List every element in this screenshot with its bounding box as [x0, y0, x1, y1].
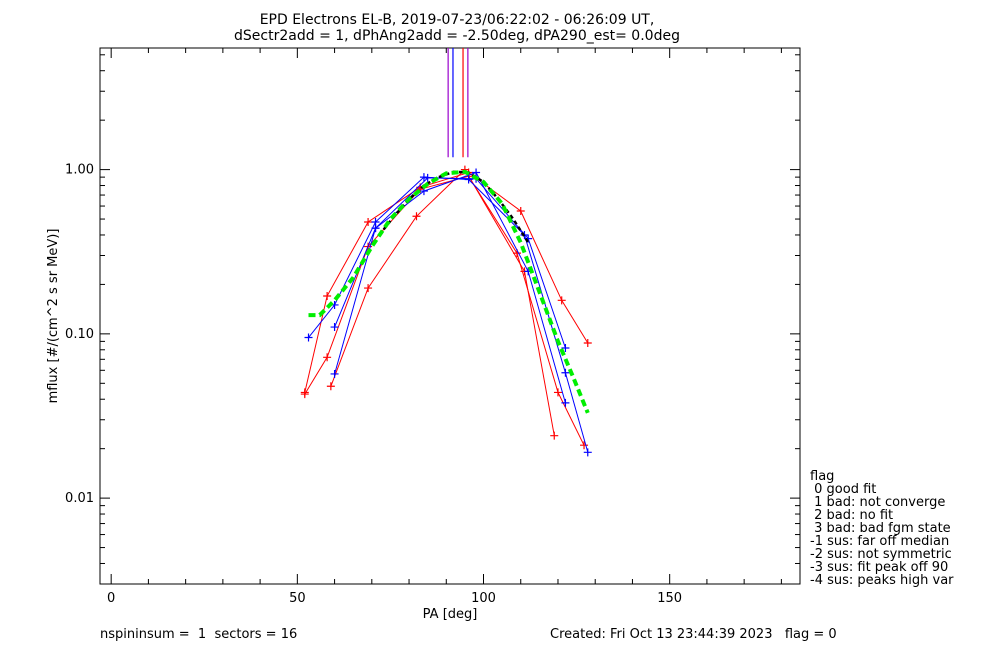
data-point-marker: [423, 173, 432, 182]
flag-legend: flag 0 good fit 1 bad: not converge 2 ba…: [810, 469, 954, 588]
legend-entry-3: 3 bad: bad fgm state: [810, 521, 951, 536]
x-axis-label: PA [deg]: [423, 607, 478, 622]
y-tick-label: 0.10: [65, 327, 94, 342]
data-point-marker: [516, 206, 525, 215]
data-point-marker: [326, 382, 335, 391]
legend-entry-5: -2 sus: not symmetric: [810, 547, 952, 562]
legend-entry-1: 1 bad: not converge: [810, 495, 945, 510]
x-tick-label: 100: [471, 591, 496, 606]
data-point-marker: [323, 292, 332, 301]
x-tick-label: 50: [289, 591, 306, 606]
axes: 0 50 100 150 0.01 0.10 1.00: [65, 48, 800, 606]
data-point-marker: [419, 173, 428, 182]
data-point-marker: [330, 323, 339, 332]
data-point-marker: [561, 368, 570, 377]
data-series: [300, 165, 592, 457]
footer-created: Created: Fri Oct 13 23:44:39 2023 flag =…: [550, 627, 837, 642]
y-axis-label: mflux [#/(cm^2 s sr MeV)]: [46, 229, 61, 404]
data-point-marker: [464, 175, 473, 184]
legend-entry-0: 0 good fit: [810, 482, 876, 497]
green-fit-curve: [308, 169, 590, 414]
data-point-marker: [364, 217, 373, 226]
footer-spin-info: nspininsum = 1 sectors = 16: [100, 627, 298, 642]
chart-title-line2: dSectr2add = 1, dPhAng2add = -2.50deg, d…: [234, 28, 680, 44]
x-tick-label: 0: [107, 591, 115, 606]
vertical-markers: [447, 48, 469, 158]
data-point-marker: [580, 441, 589, 450]
data-point-marker: [553, 388, 562, 397]
data-point-marker: [583, 338, 592, 347]
data-point-marker: [364, 284, 373, 293]
data-point-marker: [323, 353, 332, 362]
data-point-marker: [371, 224, 380, 233]
data-point-marker: [561, 344, 570, 353]
y-tick-label: 0.01: [65, 491, 94, 506]
data-point-marker: [583, 448, 592, 457]
data-point-marker: [550, 431, 559, 440]
series-line: [330, 168, 555, 436]
fit-curves: [308, 169, 590, 414]
series-line: [334, 177, 566, 349]
legend-entry-6: -3 sus: fit peak off 90: [810, 560, 948, 575]
series-line: [304, 175, 585, 446]
y-tick-label: 1.00: [65, 163, 94, 178]
x-tick-label: 150: [657, 591, 682, 606]
data-point-marker: [561, 398, 570, 407]
data-point-marker: [412, 212, 421, 221]
legend-entry-4: -1 sus: far off median: [810, 534, 949, 549]
data-point-marker: [304, 333, 313, 342]
data-point-marker: [330, 369, 339, 378]
data-point-marker: [300, 390, 309, 399]
legend-entry-2: 2 bad: no fit: [810, 508, 893, 523]
legend-title: flag: [810, 469, 834, 484]
legend-entry-7: -4 sus: peaks high var: [810, 573, 954, 588]
series-line: [304, 171, 589, 393]
chart-title-line1: EPD Electrons EL-B, 2019-07-23/06:22:02 …: [260, 12, 655, 28]
plot-frame: [99, 47, 801, 585]
data-point-marker: [557, 296, 566, 305]
